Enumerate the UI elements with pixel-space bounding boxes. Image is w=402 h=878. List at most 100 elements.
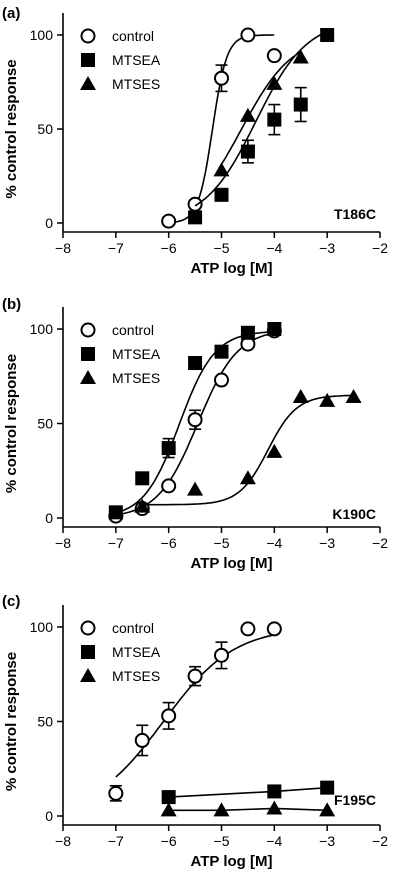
data-point: [266, 621, 282, 637]
data-point: [266, 800, 283, 815]
data-point: [134, 732, 150, 748]
x-tick-label: −6: [161, 833, 177, 849]
legend-label: MTSES: [112, 370, 160, 386]
x-axis-label: ATP log [M]: [191, 555, 273, 572]
legend-marker: [81, 645, 95, 659]
fit-curve: [220, 51, 302, 165]
legend-marker: [80, 28, 96, 44]
series-MTSEA: [188, 28, 335, 225]
legend-label: MTSEA: [112, 52, 161, 68]
data-point: [108, 785, 124, 801]
mutant-label: K190C: [332, 506, 376, 522]
y-tick-label: 100: [30, 619, 54, 635]
legend-label: MTSEA: [112, 644, 161, 660]
data-point: [292, 389, 309, 404]
series-control: [161, 27, 282, 229]
data-point: [240, 325, 255, 340]
data-point: [214, 372, 229, 388]
y-tick-label: 100: [30, 27, 54, 43]
connecting-line: [168, 807, 328, 812]
x-tick-label: −5: [214, 833, 230, 849]
data-point: [161, 478, 177, 494]
data-point: [161, 213, 177, 229]
data-point: [161, 708, 177, 724]
legend-label: MTSES: [112, 668, 160, 684]
data-point: [267, 322, 282, 336]
data-point: [187, 412, 203, 428]
x-tick-label: −7: [108, 833, 124, 849]
x-tick-label: −3: [319, 535, 335, 551]
legend-marker: [80, 668, 96, 682]
data-point: [134, 498, 151, 513]
legend-label: MTSES: [112, 76, 160, 92]
chart-panel-1: (a) −8 −7 −6 −5 −4 −3 −2 0 50 100 ATP log [M] % cont…: [2, 5, 388, 277]
panel-label: (c): [2, 593, 20, 610]
y-axis-label: % control response: [3, 652, 20, 791]
x-tick-label: −8: [55, 833, 71, 849]
y-tick-label: 50: [37, 714, 53, 730]
x-tick-label: −5: [214, 535, 230, 551]
y-tick-label: 50: [37, 416, 53, 432]
panel-label: (a): [2, 5, 20, 22]
x-tick-label: −4: [266, 535, 282, 551]
data-point: [213, 802, 230, 817]
series-MTSES: [134, 389, 362, 513]
legend-marker: [80, 322, 96, 338]
x-axis-label: ATP log [M]: [191, 853, 273, 870]
y-tick-label: 0: [45, 215, 53, 231]
data-point: [187, 668, 203, 684]
data-point: [267, 112, 282, 127]
legend-label: control: [112, 620, 154, 636]
y-tick-label: 0: [45, 510, 53, 526]
x-tick-label: −3: [319, 240, 335, 256]
data-point: [213, 162, 230, 177]
x-tick-label: −3: [319, 833, 335, 849]
x-tick-label: −4: [266, 833, 282, 849]
panel-label: (b): [2, 296, 21, 313]
data-point: [266, 75, 283, 90]
x-tick-label: −2: [372, 240, 388, 256]
x-tick-label: −2: [372, 535, 388, 551]
data-point: [214, 70, 229, 86]
x-tick-label: −6: [161, 240, 177, 256]
legend-marker: [81, 53, 95, 67]
legend-label: control: [112, 322, 154, 338]
legend-marker: [80, 76, 96, 90]
data-point: [320, 780, 335, 795]
series-MTSES: [213, 49, 309, 177]
data-point: [320, 28, 335, 42]
data-point: [319, 392, 336, 407]
x-tick-label: −7: [108, 535, 124, 551]
data-point: [292, 49, 309, 64]
x-tick-label: −5: [214, 240, 230, 256]
series-control: [108, 621, 282, 802]
legend-marker: [80, 370, 96, 384]
data-point: [187, 196, 203, 212]
data-point: [135, 471, 150, 486]
connecting-line: [168, 786, 328, 798]
data-point: [266, 443, 283, 458]
x-tick-label: −7: [108, 240, 124, 256]
mutant-label: T186C: [334, 206, 376, 222]
x-tick-label: −2: [372, 833, 388, 849]
x-tick-label: −6: [161, 535, 177, 551]
x-axis-label: ATP log [M]: [191, 260, 273, 277]
data-point: [214, 647, 229, 663]
y-axis-label: % control response: [3, 59, 20, 198]
data-point: [161, 441, 176, 456]
series-MTSES: [160, 800, 336, 817]
y-tick-label: 50: [37, 121, 53, 137]
data-point: [108, 505, 123, 520]
data-point: [188, 356, 203, 371]
data-point: [161, 790, 176, 805]
x-tick-label: −4: [266, 240, 282, 256]
data-point: [319, 802, 336, 817]
x-tick-label: −8: [55, 535, 71, 551]
fit-curve: [194, 30, 328, 207]
data-point: [266, 48, 282, 64]
data-point: [239, 470, 256, 485]
y-tick-label: 100: [30, 321, 54, 337]
legend-label: MTSEA: [112, 346, 161, 362]
data-point: [240, 621, 256, 637]
data-point: [240, 27, 256, 43]
